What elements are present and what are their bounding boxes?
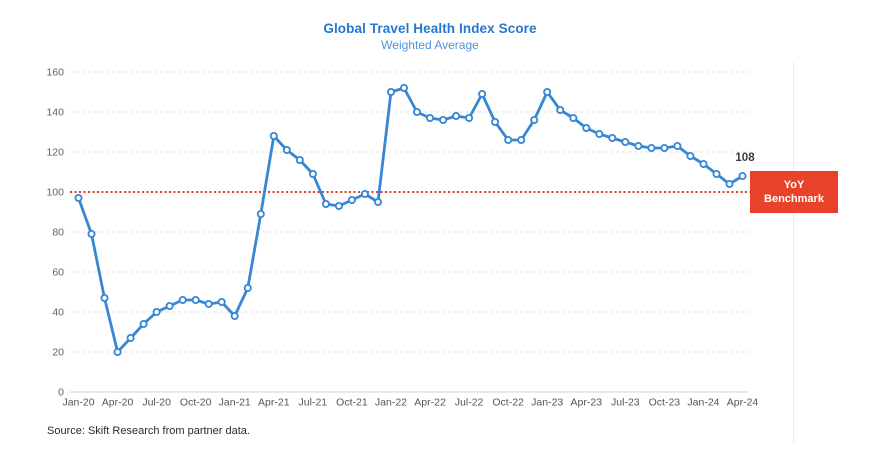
x-tick-label: Apr-24 bbox=[727, 397, 759, 409]
data-point-marker bbox=[531, 117, 537, 123]
data-point-marker bbox=[713, 171, 719, 177]
x-tick-label: Jan-24 bbox=[687, 397, 719, 409]
data-point-marker bbox=[245, 285, 251, 291]
data-point-marker bbox=[388, 89, 394, 95]
data-point-marker bbox=[674, 143, 680, 149]
x-tick-label: Jan-23 bbox=[531, 397, 563, 409]
x-tick-label: Jul-21 bbox=[299, 397, 328, 409]
data-point-marker bbox=[297, 157, 303, 163]
data-point-marker bbox=[687, 153, 693, 159]
data-point-marker bbox=[492, 119, 498, 125]
data-point-marker bbox=[141, 321, 147, 327]
data-point-marker bbox=[635, 143, 641, 149]
x-tick-label: Jan-20 bbox=[62, 397, 94, 409]
data-point-marker bbox=[609, 135, 615, 141]
data-point-marker bbox=[700, 161, 706, 167]
y-tick-label: 120 bbox=[46, 147, 64, 159]
data-point-marker bbox=[518, 137, 524, 143]
data-point-marker bbox=[544, 89, 550, 95]
data-point-marker bbox=[258, 211, 264, 217]
data-point-marker bbox=[128, 335, 134, 341]
data-point-marker bbox=[323, 201, 329, 207]
data-point-marker bbox=[466, 115, 472, 121]
data-point-marker bbox=[661, 145, 667, 151]
x-tick-label: Apr-22 bbox=[414, 397, 446, 409]
x-tick-label: Oct-21 bbox=[336, 397, 368, 409]
data-point-marker bbox=[193, 297, 199, 303]
data-point-marker bbox=[375, 199, 381, 205]
last-value-label: 108 bbox=[735, 152, 754, 164]
y-tick-label: 140 bbox=[46, 107, 64, 119]
data-point-marker bbox=[167, 303, 173, 309]
data-point-marker bbox=[726, 181, 732, 187]
benchmark-flag-line1: YoY bbox=[784, 178, 805, 192]
data-point-marker bbox=[284, 147, 290, 153]
source-note: Source: Skift Research from partner data… bbox=[47, 425, 250, 437]
data-point-marker bbox=[401, 85, 407, 91]
data-point-marker bbox=[583, 125, 589, 131]
data-point-marker bbox=[271, 133, 277, 139]
data-point-marker bbox=[349, 197, 355, 203]
data-point-marker bbox=[88, 231, 94, 237]
x-tick-label: Oct-22 bbox=[492, 397, 524, 409]
data-point-marker bbox=[414, 109, 420, 115]
data-point-marker bbox=[219, 299, 225, 305]
data-point-marker bbox=[479, 91, 485, 97]
data-point-marker bbox=[440, 117, 446, 123]
data-point-marker bbox=[648, 145, 654, 151]
data-point-marker bbox=[310, 171, 316, 177]
y-tick-label: 160 bbox=[46, 67, 64, 79]
y-tick-label: 100 bbox=[46, 187, 64, 199]
yoy-benchmark-flag: YoY Benchmark bbox=[750, 171, 838, 213]
data-point-marker bbox=[427, 115, 433, 121]
data-point-marker bbox=[115, 349, 121, 355]
x-tick-label: Jan-21 bbox=[219, 397, 251, 409]
x-tick-label: Jul-20 bbox=[142, 397, 171, 409]
x-tick-label: Jan-22 bbox=[375, 397, 407, 409]
data-point-marker bbox=[505, 137, 511, 143]
data-point-marker bbox=[453, 113, 459, 119]
data-point-marker bbox=[101, 295, 107, 301]
y-tick-label: 60 bbox=[52, 267, 64, 279]
y-tick-label: 40 bbox=[52, 307, 64, 319]
data-point-marker bbox=[232, 313, 238, 319]
data-point-marker bbox=[180, 297, 186, 303]
y-tick-label: 80 bbox=[52, 227, 64, 239]
x-tick-label: Apr-21 bbox=[258, 397, 290, 409]
x-tick-label: Jul-23 bbox=[611, 397, 640, 409]
data-point-marker bbox=[154, 309, 160, 315]
data-point-marker bbox=[622, 139, 628, 145]
data-point-marker bbox=[596, 131, 602, 137]
x-tick-label: Apr-20 bbox=[102, 397, 134, 409]
chart-container: Global Travel Health Index Score Weighte… bbox=[0, 0, 873, 457]
data-point-marker bbox=[75, 195, 81, 201]
y-tick-label: 20 bbox=[52, 347, 64, 359]
data-point-marker bbox=[570, 115, 576, 121]
x-tick-label: Oct-20 bbox=[180, 397, 212, 409]
line-chart-plot: 020406080100120140160Jan-20Apr-20Jul-20O… bbox=[0, 0, 873, 457]
data-point-marker bbox=[336, 203, 342, 209]
data-point-marker bbox=[557, 107, 563, 113]
data-point-marker bbox=[362, 191, 368, 197]
x-tick-label: Oct-23 bbox=[649, 397, 681, 409]
x-tick-label: Jul-22 bbox=[455, 397, 484, 409]
x-tick-label: Apr-23 bbox=[571, 397, 603, 409]
data-point-marker bbox=[739, 173, 745, 179]
data-point-marker bbox=[206, 301, 212, 307]
benchmark-flag-line2: Benchmark bbox=[764, 192, 824, 206]
